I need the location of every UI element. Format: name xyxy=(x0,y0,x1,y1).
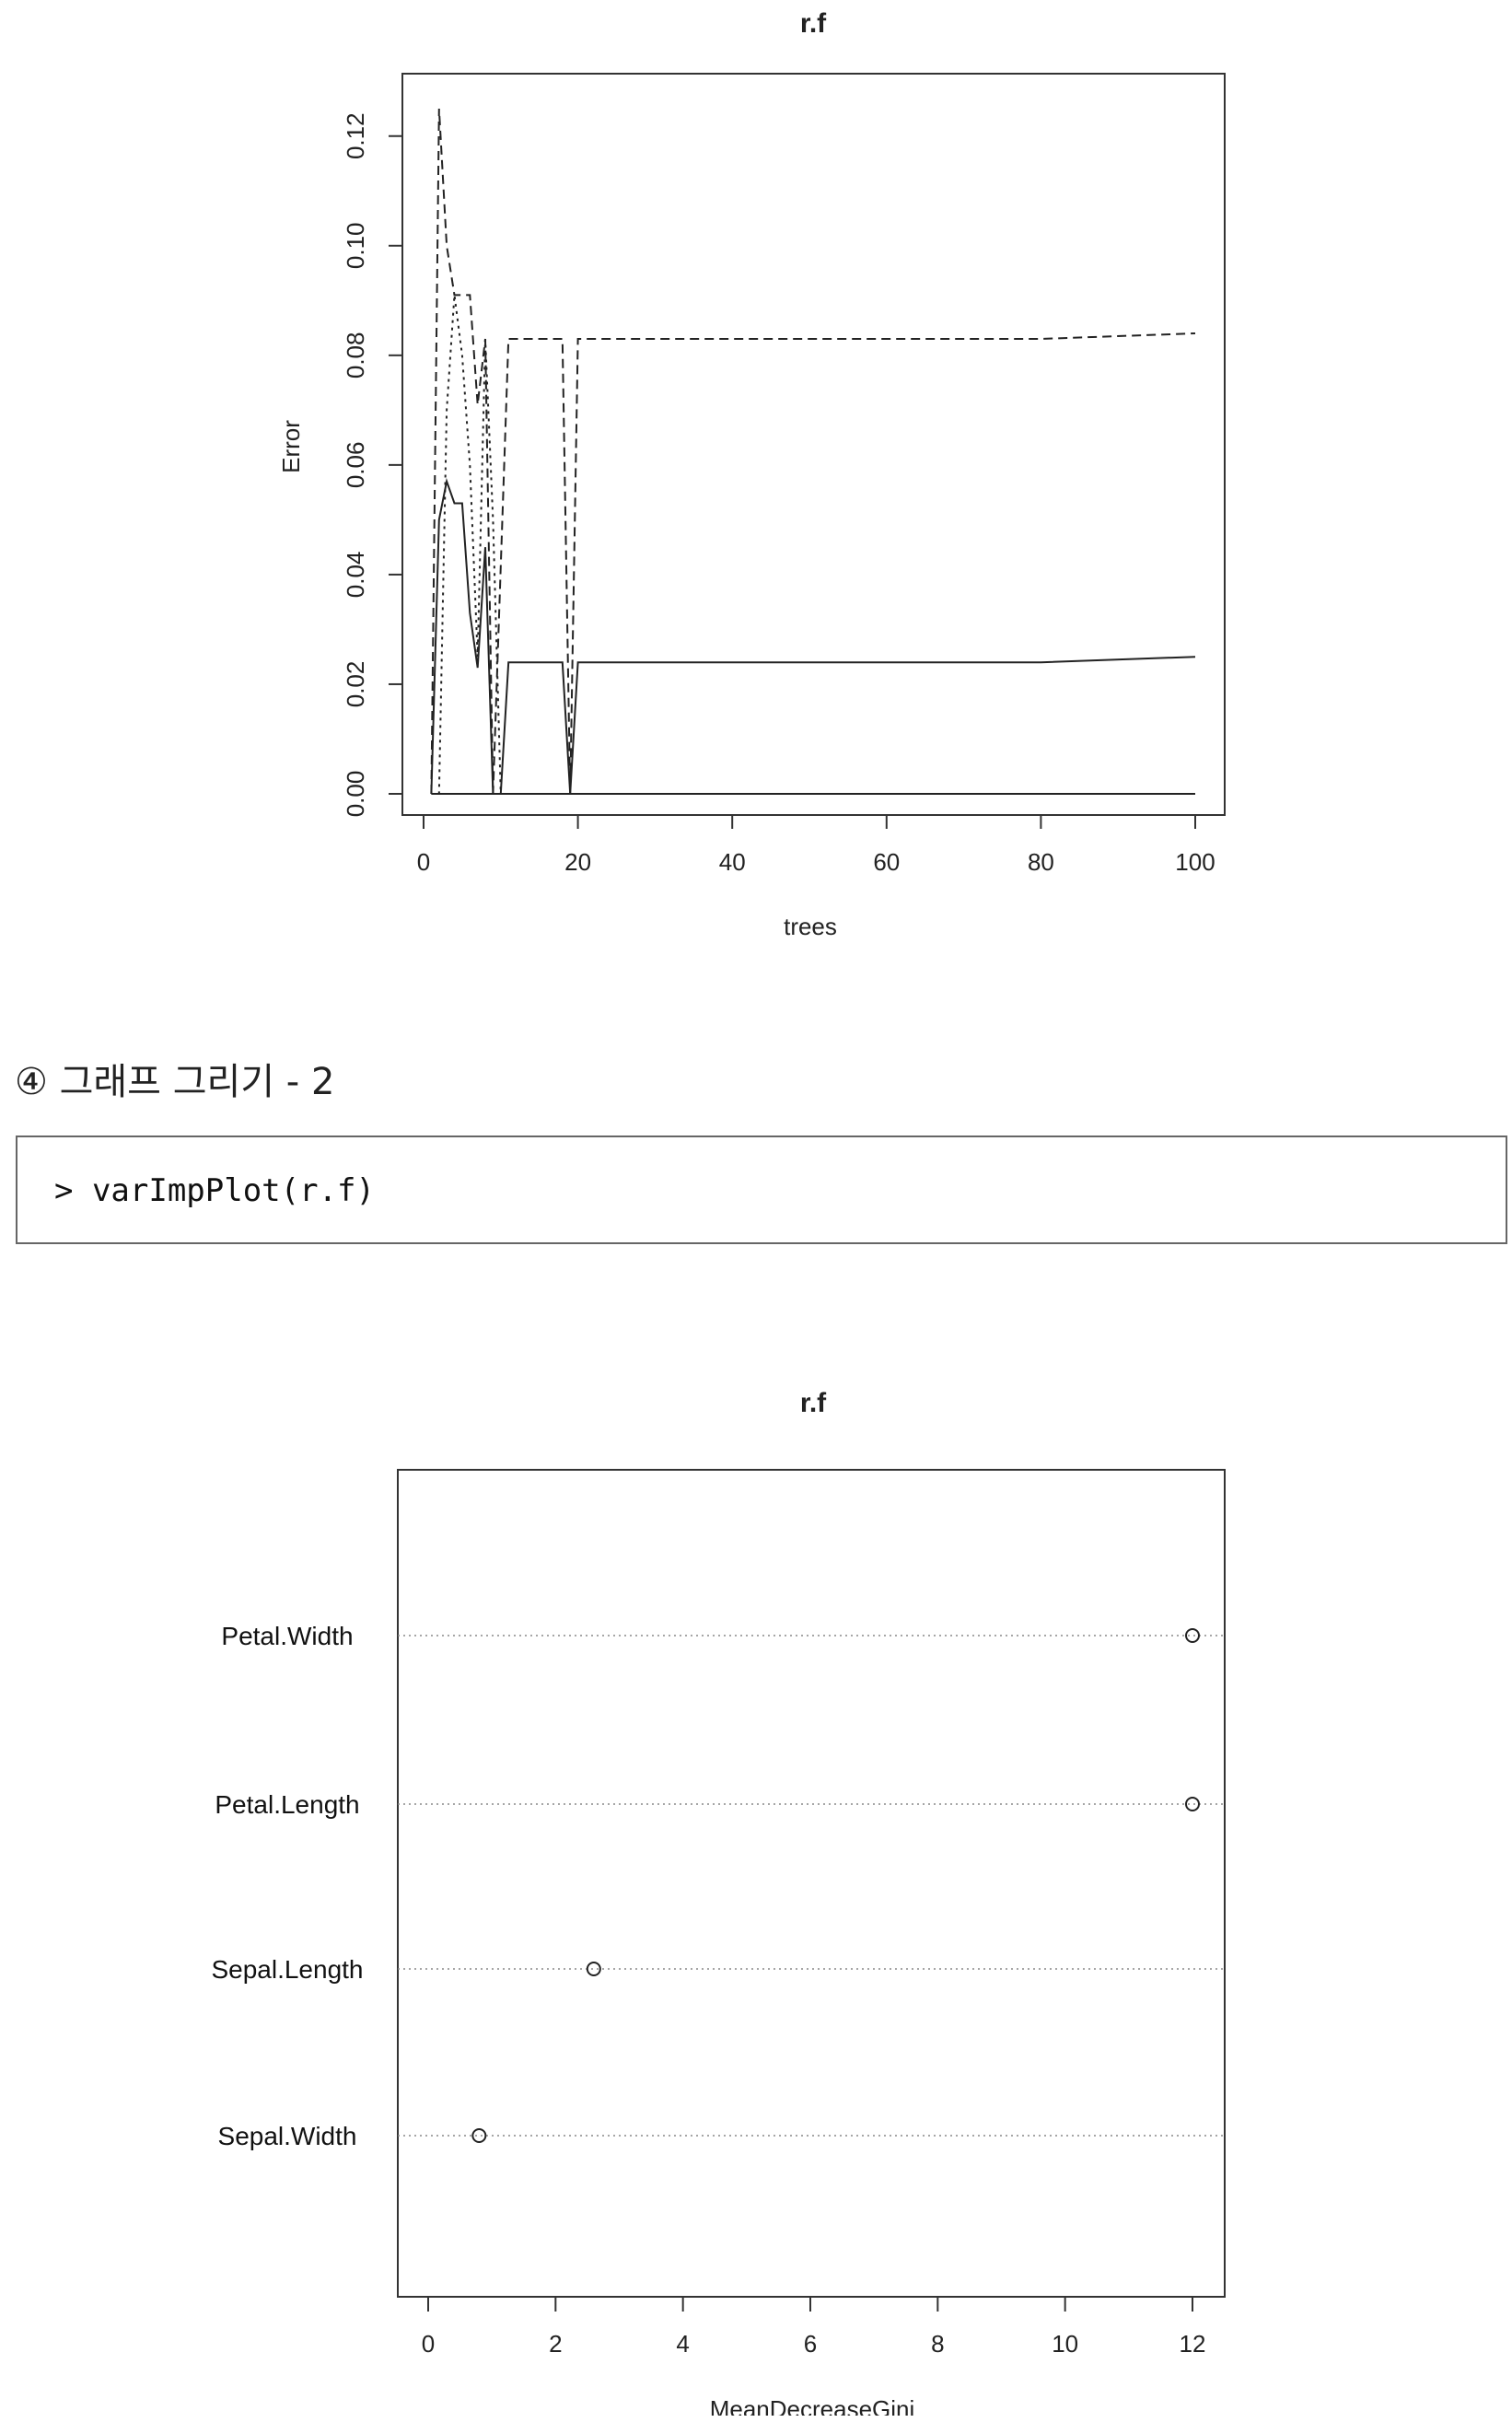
x-axis-label: trees xyxy=(784,913,837,940)
importance-point xyxy=(1185,1797,1200,1811)
x-tick-label: 2 xyxy=(549,2330,562,2358)
y-tick-label: 0.10 xyxy=(342,222,369,269)
code-line: > varImpPlot(r.f) xyxy=(54,1172,375,1209)
error-series-line xyxy=(431,295,1195,795)
x-tick-label: 12 xyxy=(1180,2330,1206,2358)
y-tick-label: 0.02 xyxy=(342,661,369,708)
error-rate-chart: r.f 0.00 0.02 0.04 0.06 0.08 0.10 0.12 0 20 40 60… xyxy=(277,8,1226,940)
y-tick-label: 0.04 xyxy=(342,552,369,599)
x-tick-label: 8 xyxy=(931,2330,944,2358)
section-heading: ④ 그래프 그리기 - 2 xyxy=(15,1061,335,1103)
x-tick-label: 60 xyxy=(873,848,900,876)
category-label: Petal.Length xyxy=(215,1790,359,1819)
plot-frame xyxy=(397,1469,1226,2298)
category-label: Sepal.Width xyxy=(218,2122,357,2150)
x-tick-label: 0 xyxy=(422,2330,435,2358)
y-tick-label: 0.08 xyxy=(342,332,369,379)
x-tick-label: 10 xyxy=(1052,2330,1078,2358)
y-tick-label: 0.00 xyxy=(342,771,369,818)
error-series-line xyxy=(430,477,1196,795)
x-tick-label: 40 xyxy=(719,848,746,876)
x-axis-label: MeanDecreaseGini xyxy=(710,2395,915,2416)
y-axis-label: Error xyxy=(277,420,305,473)
importance-point xyxy=(471,2128,487,2143)
x-tick-label: 80 xyxy=(1028,848,1054,876)
plot-frame xyxy=(401,73,1226,816)
importance-point xyxy=(586,1962,601,1976)
code-box: > varImpPlot(r.f) xyxy=(16,1135,1507,1244)
x-tick-label: 4 xyxy=(676,2330,689,2358)
category-label: Sepal.Length xyxy=(211,1955,363,1984)
x-tick-label: 6 xyxy=(804,2330,817,2358)
importance-point xyxy=(1185,1628,1200,1643)
y-tick-label: 0.06 xyxy=(342,442,369,489)
var-importance-chart: r.f Petal.Width Petal.Length Sepal.Length S… xyxy=(211,1388,1226,2416)
y-tick-label: 0.12 xyxy=(342,112,369,159)
x-tick-label: 0 xyxy=(417,848,430,876)
x-tick-label: 100 xyxy=(1175,848,1215,876)
category-label: Petal.Width xyxy=(221,1622,353,1650)
chart-title: r.f xyxy=(800,1388,827,1418)
x-tick-label: 20 xyxy=(564,848,591,876)
chart-title: r.f xyxy=(800,8,827,39)
error-series-line xyxy=(430,108,1196,795)
